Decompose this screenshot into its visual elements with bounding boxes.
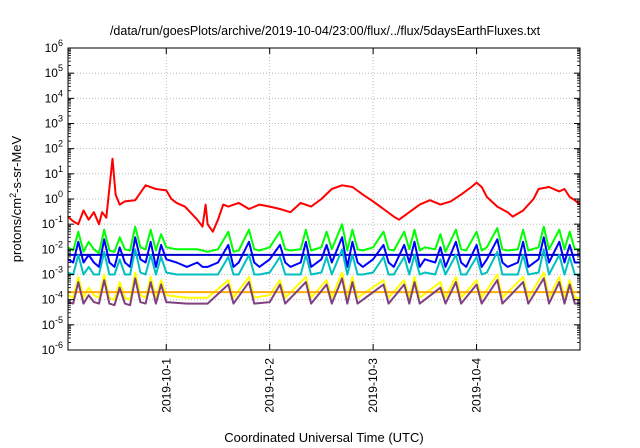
y-tick-label: 106 (45, 38, 63, 55)
y-tick-label: 102 (45, 139, 63, 156)
y-tick-label-base: 10 (45, 192, 59, 206)
y-tick-label-exponent: 6 (58, 38, 63, 48)
y-tick-label-exponent: 3 (58, 114, 63, 124)
y-tick-label: 10-2 (42, 239, 63, 256)
y-tick-label-exponent: 2 (58, 139, 63, 149)
y-tick-label: 10-3 (42, 265, 63, 282)
y-tick-label: 10-1 (42, 214, 63, 231)
y-tick-label-exponent: 4 (58, 88, 63, 98)
y-tick-label-base: 10 (42, 268, 56, 282)
y-tick-label: 101 (45, 164, 63, 181)
y-axis-title: protons/cm2-s-sr-MeV (8, 135, 24, 262)
y-tick-label-base: 10 (42, 293, 56, 307)
y-tick-label-base: 10 (45, 142, 59, 156)
x-tick-label: 2019-10-4 (470, 358, 484, 413)
series-line-1 (67, 157, 581, 233)
axis-ticks (68, 47, 580, 351)
x-tick-label: 2019-10-1 (159, 358, 173, 413)
y-tick-label-base: 10 (42, 343, 56, 357)
y-tick-label: 10-6 (42, 340, 63, 357)
y-tick-label-exponent: -4 (55, 290, 63, 300)
y-axis-title-sup: 2 (8, 193, 18, 198)
series-line-3 (67, 236, 580, 268)
series-line-5 (67, 248, 580, 276)
series-line-2 (67, 223, 580, 255)
y-axis-title-prefix: protons/cm (9, 198, 24, 262)
series-lines (67, 157, 581, 307)
y-tick-label-exponent: -3 (55, 265, 63, 275)
x-tick-label: 2019-10-3 (366, 358, 380, 413)
y-tick-label-exponent: -1 (55, 214, 63, 224)
x-tick-label: 2019-10-2 (263, 358, 277, 413)
y-tick-label-exponent: 1 (58, 164, 63, 174)
y-tick-label-exponent: 5 (58, 63, 63, 73)
y-tick-label: 105 (45, 63, 63, 80)
y-tick-label-base: 10 (45, 41, 59, 55)
y-tick-label-base: 10 (42, 217, 56, 231)
y-tick-label-base: 10 (45, 91, 59, 105)
series-line-6 (67, 271, 580, 301)
y-axis-title-suffix: -s-sr-MeV (9, 135, 24, 192)
x-tick-labels: 2019-10-1 2019-10-2 2019-10-3 2019-10-4 (159, 358, 483, 413)
y-tick-label: 10-5 (42, 315, 63, 332)
y-tick-label-exponent: -2 (55, 239, 63, 249)
y-tick-label: 10-4 (42, 290, 63, 307)
x-axis-title: Coordinated Universal Time (UTC) (224, 430, 423, 445)
chart-title: /data/run/goesPlots/archive/2019-10-04/2… (110, 24, 541, 38)
y-tick-label: 100 (45, 189, 63, 206)
y-tick-label-exponent: -5 (55, 315, 63, 325)
y-tick-label-base: 10 (42, 318, 56, 332)
y-tick-label-base: 10 (45, 167, 59, 181)
y-tick-labels: 10-610-510-410-310-210-11001011021031041… (42, 38, 63, 357)
y-tick-label-base: 10 (45, 66, 59, 80)
y-tick-label: 103 (45, 114, 63, 131)
y-tick-label: 104 (45, 88, 63, 105)
y-tick-label-base: 10 (45, 117, 59, 131)
y-tick-label-base: 10 (42, 242, 56, 256)
series-line-8 (67, 277, 580, 307)
y-tick-label-exponent: -6 (55, 340, 63, 350)
y-tick-label-exponent: 0 (58, 189, 63, 199)
